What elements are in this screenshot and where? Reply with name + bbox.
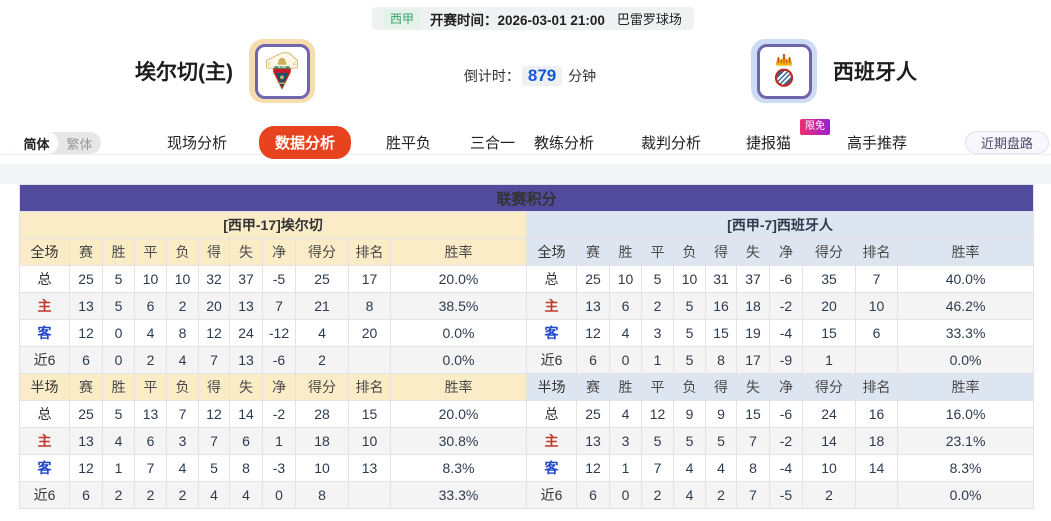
svg-text:ELCHE: ELCHE bbox=[278, 66, 286, 69]
svg-text:C: C bbox=[268, 62, 271, 67]
